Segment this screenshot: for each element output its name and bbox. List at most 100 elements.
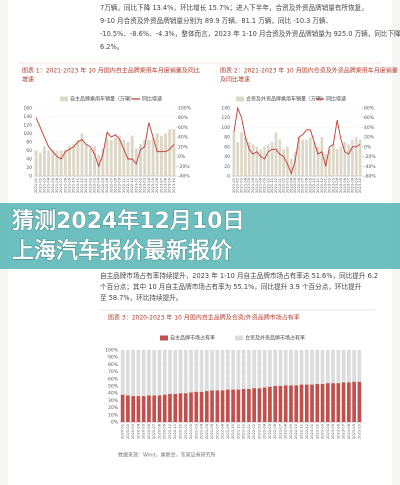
bar-segment bbox=[268, 386, 272, 422]
bar bbox=[47, 150, 51, 176]
bar-segment bbox=[199, 391, 204, 422]
x-tick-label: 2023-02 bbox=[328, 178, 332, 193]
x-tick-label: 2022-08 bbox=[113, 177, 117, 193]
x-tick-label: 2022-06 bbox=[273, 423, 277, 439]
bar bbox=[236, 142, 240, 176]
x-tick-label: 2023-05 bbox=[331, 424, 335, 439]
x-tick-label: 2022-03 bbox=[93, 178, 97, 193]
x-tick-label: 2021-07 bbox=[255, 178, 259, 193]
x-tick-label: 2021-11 bbox=[76, 178, 80, 193]
chart-title: 图表 2：2021-2023 年 10 月国内合资及外资品牌乘用车月度销量 bbox=[220, 67, 398, 75]
x-tick-label: 2021-02 bbox=[236, 178, 240, 193]
legend-swatch bbox=[60, 96, 68, 102]
x-tick-label: 2023-10 bbox=[358, 177, 362, 193]
bar bbox=[172, 129, 176, 176]
bar bbox=[63, 149, 67, 176]
x-tick-label: 2023-03 bbox=[143, 178, 147, 193]
bar-segment bbox=[341, 382, 346, 422]
y-tick-label: 60 bbox=[224, 144, 230, 150]
x-tick-label: 2023-03 bbox=[331, 178, 335, 193]
x-tick-label: 2023-10 bbox=[357, 423, 361, 439]
x-tick-label: 2020-10 bbox=[168, 423, 172, 439]
banner-line: 上海汽车报价最新报价 bbox=[12, 238, 233, 264]
bar-segment bbox=[231, 350, 235, 390]
x-tick-label: 2022-12 bbox=[320, 178, 324, 193]
paragraph-line: -10.5%、-8.6%、-4.3%，整体而言，2023 年 1-10 月合资及… bbox=[100, 29, 400, 38]
x-tick-label: 2023-04 bbox=[326, 423, 330, 439]
bar-segment bbox=[162, 394, 167, 422]
bar-segment bbox=[289, 350, 293, 386]
bar-segment bbox=[152, 350, 157, 396]
legend-label: 合资及外资品牌乘用车销量（万辆） bbox=[246, 96, 326, 103]
x-tick-label: 2021-01 bbox=[34, 178, 38, 193]
bar-segment bbox=[241, 350, 246, 389]
bar-segment bbox=[220, 390, 225, 422]
x-tick-label: 2020-09 bbox=[163, 423, 167, 439]
x-tick-label: 2021-09 bbox=[263, 177, 267, 193]
bar bbox=[130, 135, 134, 176]
bar bbox=[155, 133, 159, 176]
x-tick-label: 2023-09 bbox=[354, 177, 358, 193]
bar bbox=[282, 149, 285, 176]
x-tick-label: 2021-08 bbox=[259, 177, 263, 193]
bar-segment bbox=[315, 350, 320, 384]
x-tick-label: 2022-07 bbox=[109, 178, 113, 193]
bar-segment bbox=[189, 392, 193, 422]
bar-segment bbox=[247, 388, 251, 422]
bar-segment bbox=[294, 350, 299, 386]
bar-segment bbox=[210, 390, 214, 422]
y-tick-label: 60% bbox=[108, 376, 119, 382]
y-tick-label: 100% bbox=[105, 348, 119, 354]
paragraph-line: 9-10 月合资及外资品牌销量分别为 89.9 万辆、81.1 万辆，同比 -1… bbox=[100, 16, 332, 25]
bar-segment bbox=[320, 350, 325, 384]
x-tick-label: 2022-02 bbox=[252, 424, 256, 439]
line-series bbox=[35, 117, 175, 168]
bar-segment bbox=[352, 350, 356, 382]
y-tick-label: 10% bbox=[108, 412, 119, 418]
bar-segment bbox=[262, 387, 267, 422]
x-tick-label: 2023-10 bbox=[172, 177, 176, 193]
paragraph-line: 7万辆，同比下降 13.4%，环比增长 15.7%；进入下半年，合资及外资品牌销… bbox=[100, 3, 368, 12]
bar bbox=[159, 135, 163, 176]
y-tick-label: 0 bbox=[29, 174, 32, 180]
bar-segment bbox=[278, 386, 283, 422]
bar bbox=[122, 139, 126, 176]
bar-segment bbox=[331, 350, 335, 384]
y2-tick-label: 0% bbox=[178, 154, 186, 160]
y-tick-label: 80 bbox=[26, 140, 32, 146]
x-tick-label: 2022-11 bbox=[300, 424, 304, 439]
y2-tick-label: -60% bbox=[364, 174, 376, 180]
x-tick-label: 2023-05 bbox=[151, 178, 155, 193]
bar-segment bbox=[194, 350, 199, 392]
bar-segment bbox=[131, 396, 135, 422]
y-tick-label: 70% bbox=[108, 369, 119, 375]
x-tick-label: 2023-08 bbox=[164, 177, 168, 193]
bar-segment bbox=[120, 394, 125, 422]
bar-segment bbox=[168, 350, 172, 394]
y2-tick-label: 20% bbox=[364, 135, 375, 141]
bar-segment bbox=[183, 393, 188, 422]
x-tick-label: 2021-08 bbox=[63, 177, 67, 193]
bar-segment bbox=[220, 350, 225, 391]
y2-tick-label: 0% bbox=[364, 144, 372, 150]
bar bbox=[289, 159, 293, 176]
y-tick-label: 40 bbox=[224, 154, 230, 160]
bar-segment bbox=[168, 393, 172, 422]
bar-segment bbox=[136, 396, 141, 422]
paragraph-line: 至 58.7%，环比持续提升。 bbox=[100, 293, 182, 302]
x-tick-label: 2020-11 bbox=[173, 424, 177, 439]
bar bbox=[339, 146, 343, 176]
y2-tick-label: -40% bbox=[364, 164, 376, 170]
bar bbox=[309, 137, 312, 176]
x-tick-label: 2022-06 bbox=[297, 177, 301, 193]
x-tick-label: 2021-02 bbox=[38, 178, 42, 193]
x-tick-label: 2023-03 bbox=[321, 424, 325, 439]
bar-segment bbox=[141, 350, 146, 397]
bar bbox=[34, 150, 38, 176]
bar bbox=[109, 139, 113, 176]
bar bbox=[259, 149, 263, 176]
bar-segment bbox=[257, 350, 262, 389]
banner-line: 猜测2024年12月10日 bbox=[11, 208, 244, 234]
bar bbox=[76, 139, 80, 176]
bar-segment bbox=[247, 350, 251, 389]
